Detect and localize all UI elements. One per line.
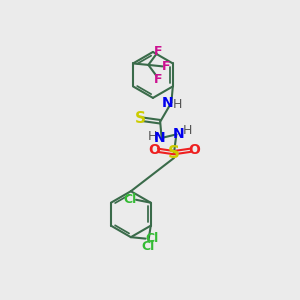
Text: O: O <box>148 143 160 157</box>
Text: Cl: Cl <box>142 240 155 253</box>
Text: O: O <box>188 143 200 157</box>
Text: N: N <box>162 97 174 110</box>
Text: S: S <box>135 111 146 126</box>
Text: F: F <box>154 45 162 58</box>
Text: N: N <box>173 127 184 141</box>
Text: H: H <box>148 130 158 143</box>
Text: S: S <box>168 144 180 162</box>
Text: N: N <box>154 131 166 145</box>
Text: F: F <box>154 73 162 85</box>
Text: Cl: Cl <box>123 193 136 206</box>
Text: Cl: Cl <box>146 232 159 245</box>
Text: F: F <box>162 60 170 73</box>
Text: H: H <box>183 124 192 137</box>
Text: H: H <box>173 98 182 111</box>
